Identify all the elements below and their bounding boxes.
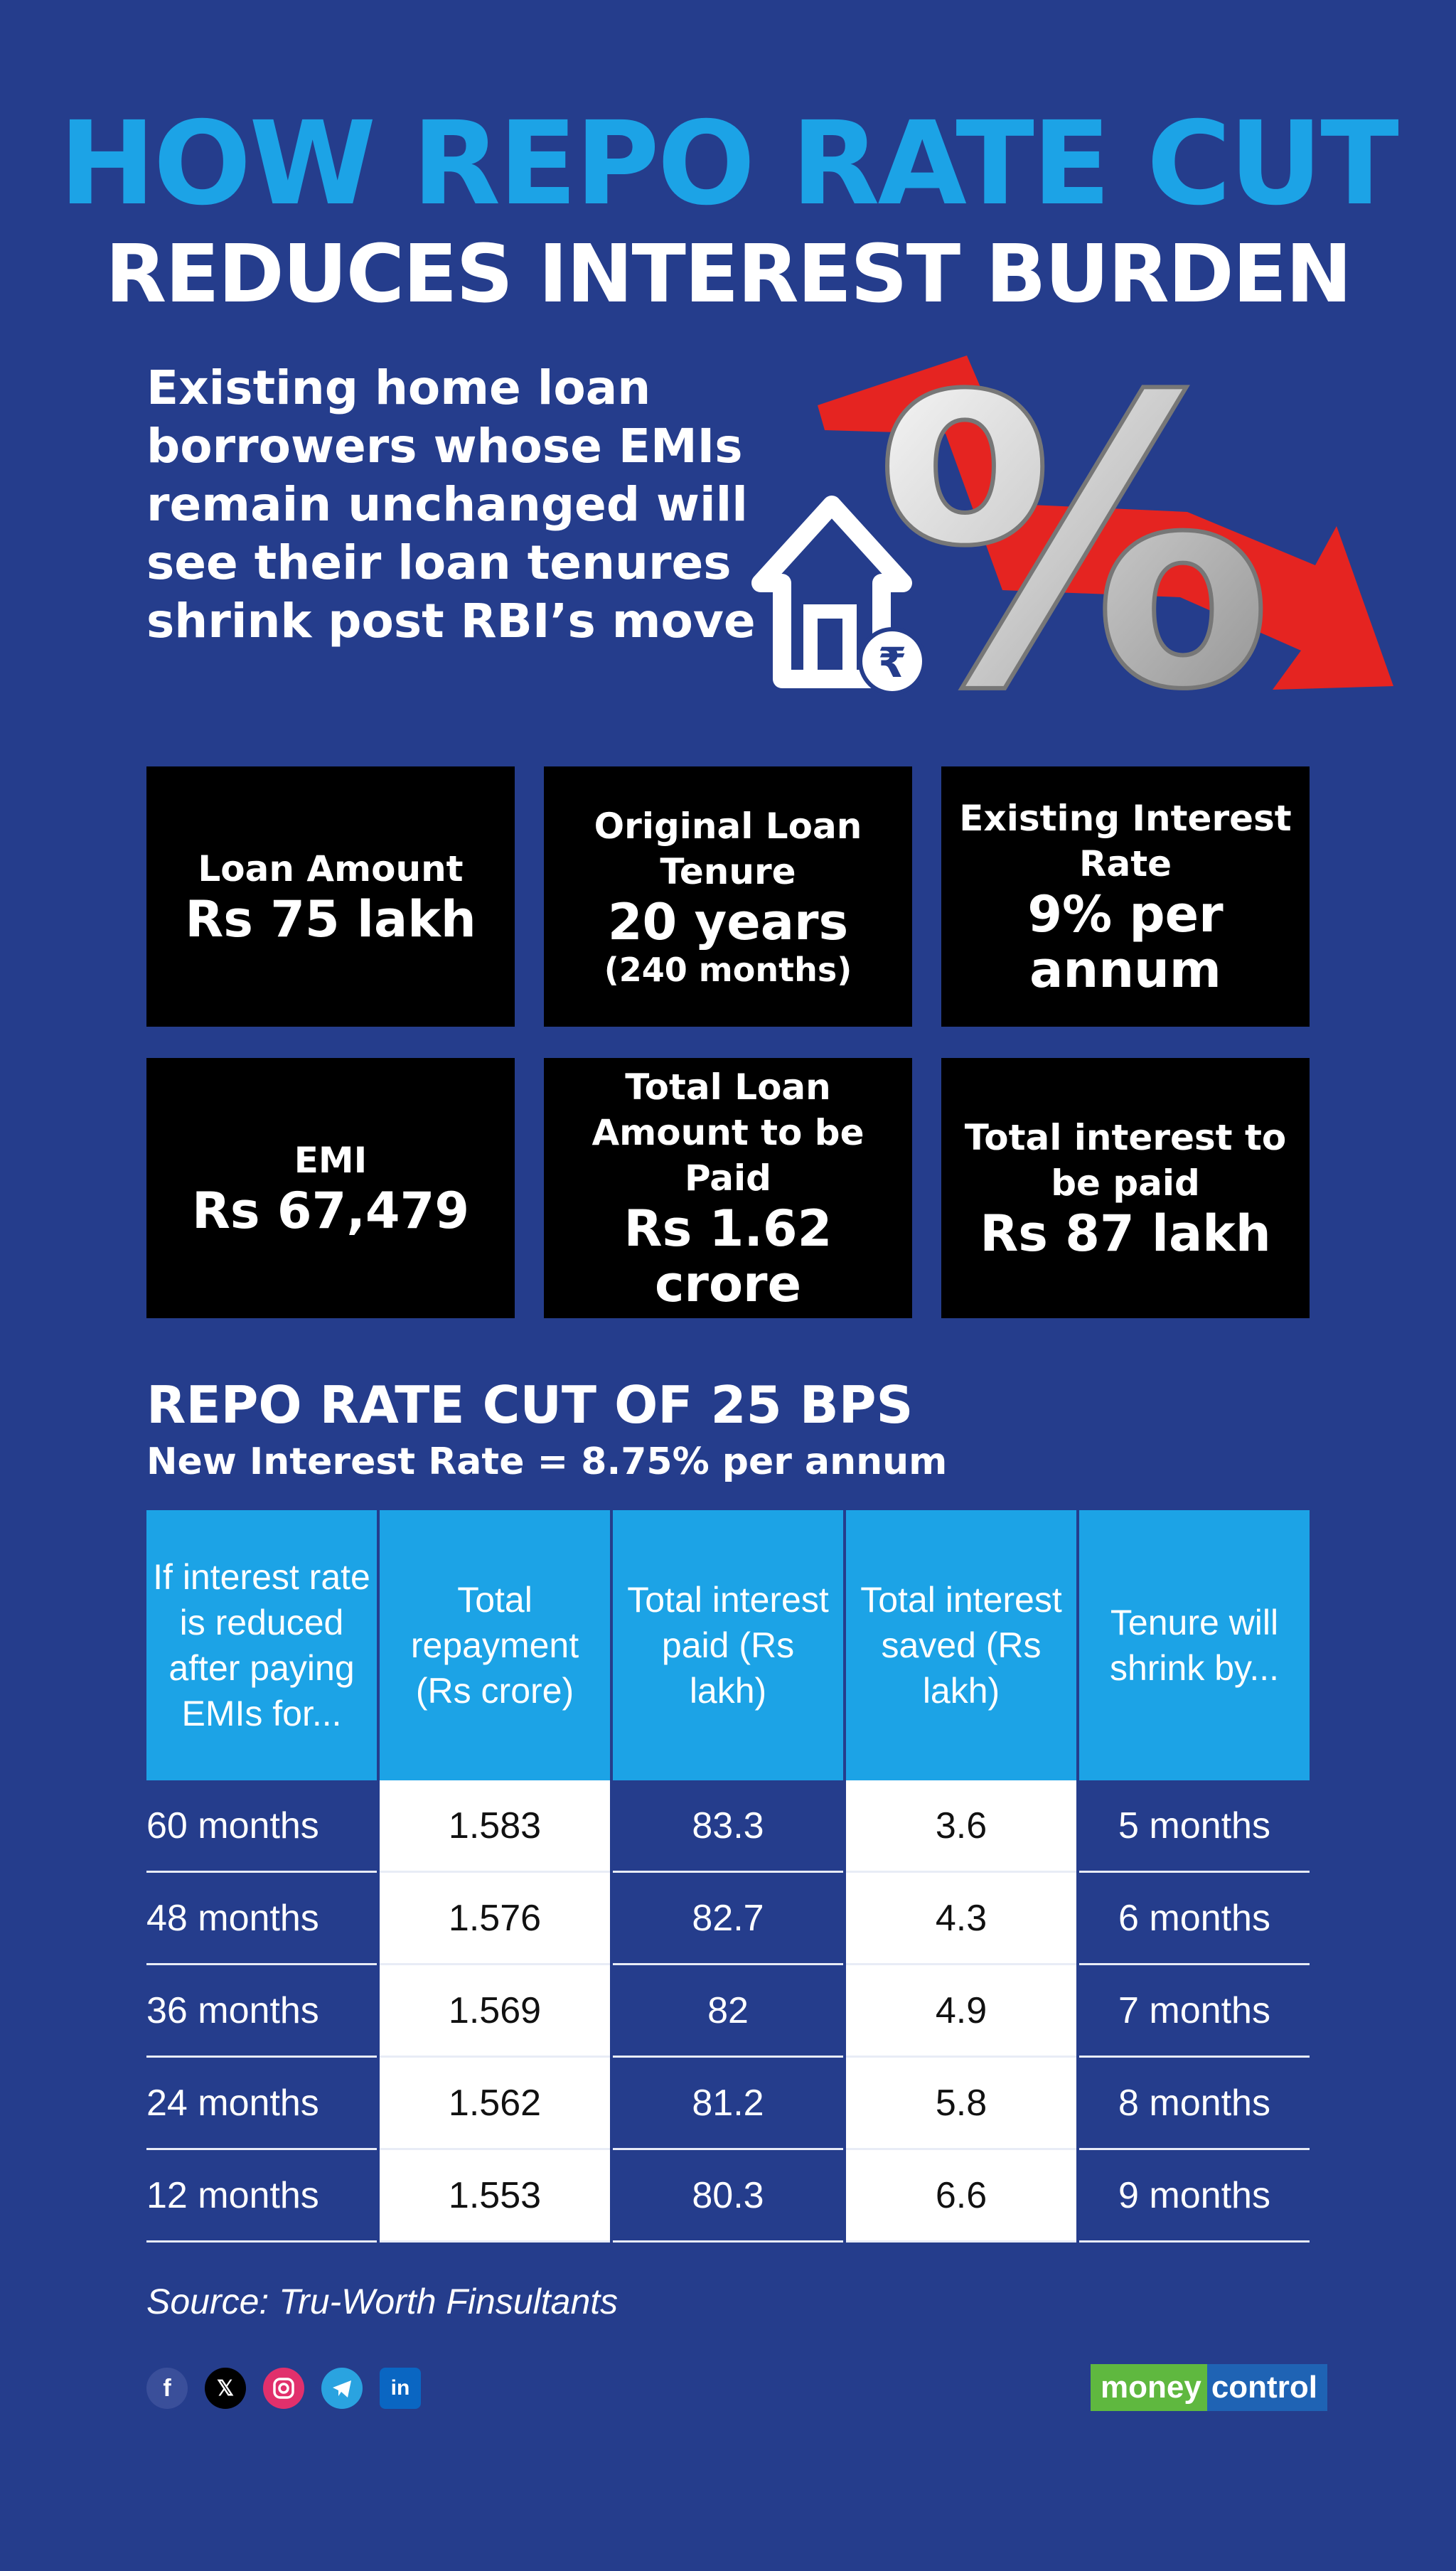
table-cell: 36 months [146, 1965, 377, 2058]
linkedin-icon[interactable]: in [380, 2368, 421, 2409]
column-header: If interest rate is reduced after paying… [146, 1510, 377, 1780]
column-header: Total interest paid (Rs lakh) [613, 1510, 843, 1780]
card-value: 20 years [607, 893, 849, 951]
table-row: 36 months 1.569 82 4.9 7 months [146, 1965, 1310, 2058]
table-cell: 8 months [1079, 2058, 1310, 2150]
social-links: f 𝕏 in [146, 2368, 438, 2409]
savings-table: If interest rate is reduced after paying… [146, 1510, 1310, 2243]
card-value: 9% per annum [1027, 885, 1224, 999]
card-interest-rate: Existing Interest Rate 9% per annum [941, 766, 1310, 1027]
table-cell: 80.3 [613, 2150, 843, 2243]
table-row: 12 months 1.553 80.3 6.6 9 months [146, 2150, 1310, 2243]
table-cell: 1.583 [380, 1780, 610, 1873]
card-original-tenure: Original Loan Tenure 20 years (240 month… [544, 766, 912, 1027]
card-label: Existing Interest Rate [959, 798, 1292, 884]
card-total-interest: Total interest to be paid Rs 87 lakh [941, 1058, 1310, 1318]
table-cell: 24 months [146, 2058, 377, 2150]
table-cell: 1.562 [380, 2058, 610, 2150]
telegram-icon[interactable] [321, 2368, 363, 2409]
table-cell: 12 months [146, 2150, 377, 2243]
card-label: Total Loan Amount to be Paid [592, 1067, 864, 1199]
card-label: EMI [294, 1140, 368, 1181]
x-icon[interactable]: 𝕏 [205, 2368, 246, 2409]
card-value: Rs 67,479 [191, 1182, 470, 1240]
rupee-symbol: ₹ [878, 638, 906, 687]
facebook-icon[interactable]: f [146, 2368, 188, 2409]
logo-part-money: money [1091, 2364, 1207, 2411]
table-cell: 4.9 [846, 1965, 1076, 2058]
table-cell: 82.7 [613, 1873, 843, 1965]
table-cell: 60 months [146, 1780, 377, 1873]
card-label: Total interest to be paid [964, 1117, 1287, 1204]
card-loan-amount: Loan Amount Rs 75 lakh [146, 766, 515, 1027]
table-cell: 5 months [1079, 1780, 1310, 1873]
main-subtitle: REDUCES INTEREST BURDEN [105, 228, 1352, 321]
column-header: Total repayment (Rs crore) [380, 1510, 610, 1780]
section-title: REPO RATE CUT OF 25 BPS [146, 1375, 914, 1435]
section-subtitle: New Interest Rate = 8.75% per annum [146, 1440, 948, 1483]
table-cell: 82 [613, 1965, 843, 2058]
table-cell: 81.2 [613, 2058, 843, 2150]
table-row: 60 months 1.583 83.3 3.6 5 months [146, 1780, 1310, 1873]
table-cell: 9 months [1079, 2150, 1310, 2243]
card-label: Loan Amount [198, 848, 464, 889]
rupee-coin-icon [858, 627, 926, 695]
card-value: Rs 87 lakh [980, 1204, 1271, 1263]
source-note: Source: Tru-Worth Finsultants [146, 2282, 619, 2321]
table-row: 24 months 1.562 81.2 5.8 8 months [146, 2058, 1310, 2150]
logo-part-control: control [1206, 2364, 1327, 2411]
column-header: Total interest saved (Rs lakh) [846, 1510, 1076, 1780]
main-title: HOW REPO RATE CUT [59, 97, 1399, 231]
table-cell: 6 months [1079, 1873, 1310, 1965]
table-cell: 1.569 [380, 1965, 610, 2058]
table-row: 48 months 1.576 82.7 4.3 6 months [146, 1873, 1310, 1965]
table-cell: 3.6 [846, 1780, 1076, 1873]
card-subvalue: (240 months) [604, 951, 852, 989]
table-cell: 48 months [146, 1873, 377, 1965]
table-cell: 1.553 [380, 2150, 610, 2243]
percent-icon: % [874, 327, 1273, 711]
table-cell: 1.576 [380, 1873, 610, 1965]
down-trend-arrow-icon [818, 356, 1393, 690]
card-emi: EMI Rs 67,479 [146, 1058, 515, 1318]
table-cell: 6.6 [846, 2150, 1076, 2243]
card-label: Original Loan Tenure [594, 806, 862, 892]
intro-text: Existing home loan borrowers whose EMIs … [146, 360, 756, 648]
column-header: Tenure will shrink by... [1079, 1510, 1310, 1780]
table-cell: 4.3 [846, 1873, 1076, 1965]
card-value: Rs 1.62 crore [623, 1199, 833, 1313]
moneycontrol-logo: money control [1091, 2364, 1327, 2411]
table-cell: 83.3 [613, 1780, 843, 1873]
card-total-amount: Total Loan Amount to be Paid Rs 1.62 cro… [544, 1058, 912, 1318]
hero-illustration: % ₹ [751, 327, 1393, 711]
instagram-icon[interactable] [263, 2368, 304, 2409]
table-cell: 7 months [1079, 1965, 1310, 2058]
table-cell: 5.8 [846, 2058, 1076, 2150]
table-header: If interest rate is reduced after paying… [146, 1510, 1310, 1780]
card-value: Rs 75 lakh [185, 890, 476, 948]
